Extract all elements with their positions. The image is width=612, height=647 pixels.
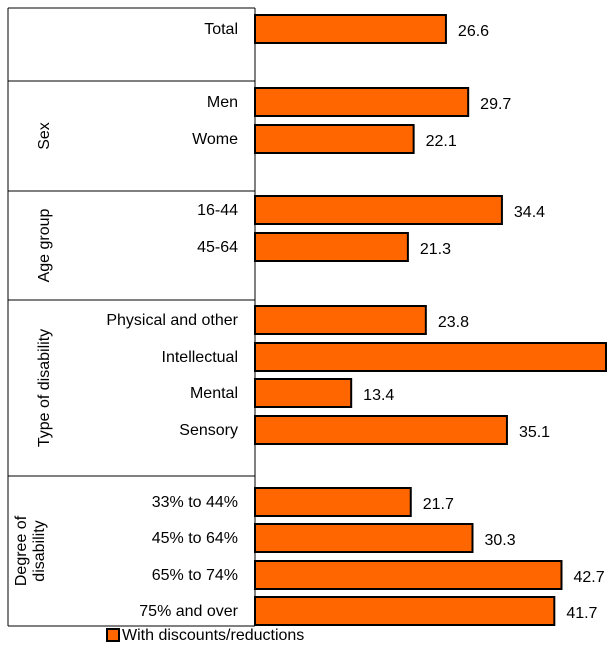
chart-frame: Sex Age group Type of disability Degree of d… (7, 7, 256, 627)
category-label: Sensory (179, 422, 238, 439)
bar (254, 14, 447, 44)
bar (254, 232, 409, 262)
legend-swatch (106, 628, 120, 642)
value-label: 29.7 (480, 96, 511, 113)
bar (254, 87, 470, 117)
category-label: 33% to 44% (152, 494, 238, 511)
category-label: Men (207, 94, 238, 111)
category-label: Physical and other (106, 312, 238, 329)
category-label: 16-44 (197, 202, 238, 219)
bars: Total 26.6 Men 29.7 Wome 22.1 16-44 34.4 45-64 21… (106, 14, 607, 626)
legend-label: With discounts/reductions (122, 627, 304, 644)
group-label: Degree of (13, 515, 30, 586)
bar (254, 378, 353, 408)
category-label: 75% and over (139, 603, 238, 620)
bar (254, 305, 427, 335)
value-label: 21.7 (423, 496, 454, 513)
bar (254, 596, 556, 626)
category-label: 45-64 (197, 239, 238, 256)
value-label: 23.8 (438, 314, 469, 331)
value-label: 21.3 (420, 241, 451, 258)
category-label: Total (204, 21, 238, 38)
category-label: Wome (192, 131, 238, 148)
category-label: 65% to 74% (152, 567, 238, 584)
value-label: 30.3 (484, 532, 515, 549)
group-label: Age group (36, 208, 53, 282)
bar (254, 415, 508, 445)
value-label: 22.1 (426, 133, 457, 150)
group-label: Sex (36, 122, 53, 150)
bar (254, 523, 474, 553)
value-label: 42.7 (573, 569, 604, 586)
value-label: 35.1 (519, 424, 550, 441)
bar (254, 124, 415, 154)
value-label: 26.6 (458, 23, 489, 40)
category-label: 45% to 64% (152, 530, 238, 547)
category-label: Intellectual (162, 349, 239, 366)
group-label: Type of disability (36, 329, 53, 447)
bar (254, 342, 607, 372)
bar (254, 560, 563, 590)
bar (254, 195, 503, 225)
group-label: disability (31, 520, 48, 581)
value-label: 34.4 (514, 204, 545, 221)
bar (254, 487, 412, 517)
value-label: 13.4 (363, 387, 394, 404)
value-label: 41.7 (566, 605, 597, 622)
category-label: Mental (190, 385, 238, 402)
legend: With discounts/reductions (106, 627, 304, 644)
